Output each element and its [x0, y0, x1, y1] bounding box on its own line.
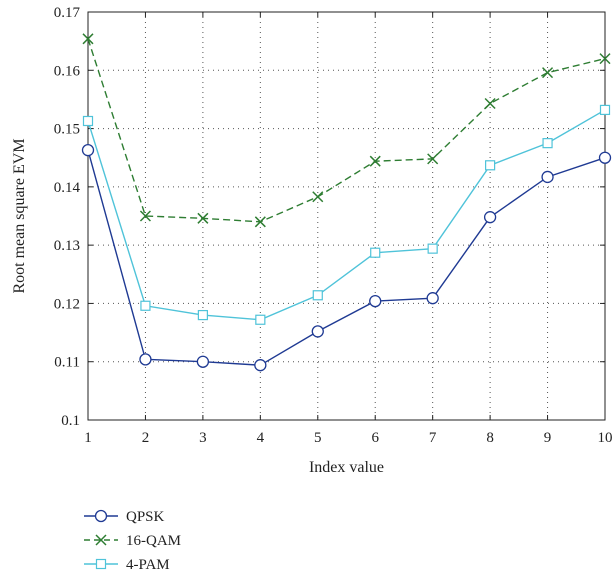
legend-marker-x — [95, 534, 107, 546]
y-tick-label: 0.1 — [61, 413, 80, 429]
y-tick-label: 0.16 — [54, 63, 81, 79]
data-point-circle — [254, 359, 267, 372]
x-tick-label: 7 — [429, 430, 437, 446]
data-point-circle — [196, 355, 210, 368]
data-point-circle — [483, 211, 497, 224]
data-point-square — [140, 300, 151, 311]
x-tick-label: 3 — [199, 430, 207, 446]
x-tick-label: 1 — [84, 430, 92, 446]
data-point-x — [312, 191, 324, 203]
grid — [88, 12, 605, 420]
series-16-qam — [82, 33, 611, 228]
x-tick-label: 4 — [257, 430, 265, 446]
data-point-circle — [369, 294, 382, 308]
plot-frame — [87, 11, 606, 421]
legend-item: 4-PAM — [84, 557, 170, 573]
data-point-x — [254, 216, 266, 228]
data-point-square — [599, 104, 611, 116]
data-point-x — [369, 155, 381, 167]
data-point-circle — [426, 292, 439, 305]
y-tick-label: 0.17 — [54, 5, 81, 21]
x-tick-label: 6 — [371, 430, 379, 446]
y-axis-title: Root mean square EVM — [11, 138, 28, 293]
series-4-pam — [82, 104, 611, 325]
series-layer — [81, 33, 612, 372]
data-point-circle — [541, 170, 554, 184]
legend-item: 16-QAM — [84, 533, 181, 549]
x-tick-label: 5 — [314, 430, 322, 446]
legend-marker-square — [95, 558, 107, 570]
x-tick-label: 9 — [544, 430, 552, 446]
legend-item: QPSK — [84, 509, 165, 525]
data-point-circle — [311, 325, 324, 338]
data-point-square — [370, 247, 381, 258]
data-point-x — [599, 53, 611, 65]
series-qpsk — [81, 143, 612, 372]
data-point-x — [542, 67, 554, 79]
series-line — [87, 109, 606, 321]
data-point-square — [197, 309, 208, 321]
y-tick-label: 0.11 — [54, 355, 80, 371]
x-tick-label: 10 — [598, 430, 613, 446]
series-line — [87, 38, 606, 223]
data-point-square — [427, 243, 438, 254]
x-tick-label: 8 — [486, 430, 494, 446]
legend-label: QPSK — [126, 509, 165, 525]
x-tick-label: 2 — [142, 430, 150, 446]
data-point-square — [485, 160, 496, 171]
y-tick-label: 0.14 — [54, 180, 81, 196]
data-point-circle — [139, 353, 152, 366]
legend-marker-circle — [94, 509, 108, 523]
data-point-x — [82, 33, 94, 45]
legend-label: 16-QAM — [126, 533, 181, 549]
data-point-x — [197, 212, 209, 224]
data-point-square — [542, 138, 553, 149]
series-line — [87, 149, 606, 366]
data-point-square — [82, 115, 94, 127]
data-point-x — [139, 210, 151, 222]
data-point-circle — [81, 143, 95, 157]
x-axis-title: Index value — [309, 459, 384, 476]
y-tick-label: 0.15 — [54, 122, 80, 138]
y-tick-label: 0.12 — [54, 296, 80, 312]
data-point-square — [255, 314, 266, 325]
data-point-square — [312, 290, 323, 301]
data-point-x — [484, 97, 496, 110]
legend-label: 4-PAM — [126, 557, 170, 573]
legend: QPSK 16-QAM 4-PAM — [84, 509, 181, 573]
axis-ticks: 1 2 3 4 5 6 7 8 9 10 0.1 0.11 0.12 0.13 0.14 0.15 0.16 0.… — [54, 5, 613, 446]
data-point-x — [427, 153, 439, 165]
data-point-circle — [598, 151, 612, 164]
y-tick-label: 0.13 — [54, 238, 80, 254]
